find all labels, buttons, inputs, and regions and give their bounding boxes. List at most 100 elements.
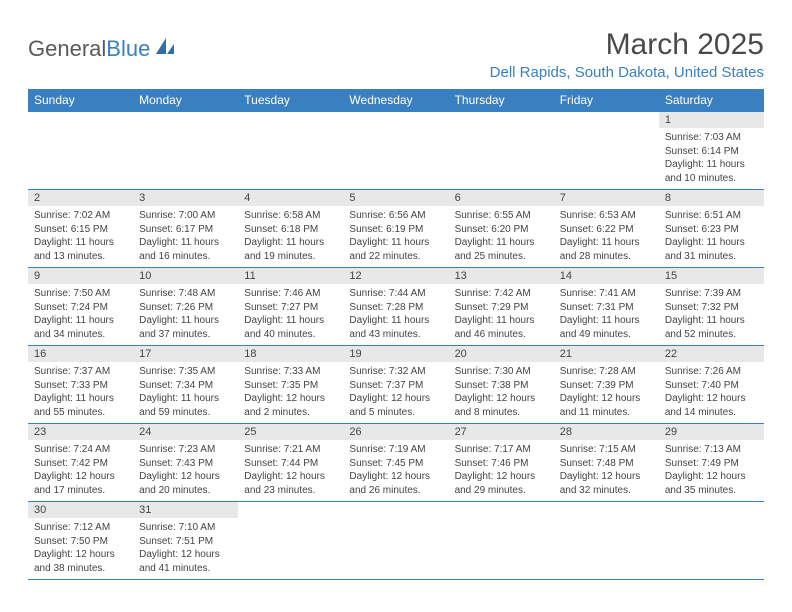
sunrise-text: Sunrise: 7:30 AM [455,365,548,379]
day-number: 18 [238,346,343,362]
day-number: 8 [659,190,764,206]
sunset-text: Sunset: 7:48 PM [560,457,653,471]
day-body: Sunrise: 6:53 AMSunset: 6:22 PMDaylight:… [554,206,659,267]
day-number: 6 [449,190,554,206]
day-number: 4 [238,190,343,206]
calendar-cell [133,112,238,190]
calendar-cell: 31Sunrise: 7:10 AMSunset: 7:51 PMDayligh… [133,502,238,580]
day-number: 14 [554,268,659,284]
sunset-text: Sunset: 6:22 PM [560,223,653,237]
sunset-text: Sunset: 7:51 PM [139,535,232,549]
day-number: 23 [28,424,133,440]
day-header: Friday [554,89,659,112]
day-number: 19 [343,346,448,362]
daylight-text: Daylight: 11 hours and 46 minutes. [455,314,548,341]
calendar-cell [659,502,764,580]
day-body [133,116,238,123]
day-body [554,506,659,513]
day-body: Sunrise: 7:41 AMSunset: 7:31 PMDaylight:… [554,284,659,345]
sunset-text: Sunset: 7:29 PM [455,301,548,315]
sunrise-text: Sunrise: 7:35 AM [139,365,232,379]
daylight-text: Daylight: 12 hours and 38 minutes. [34,548,127,575]
daylight-text: Daylight: 12 hours and 41 minutes. [139,548,232,575]
day-body: Sunrise: 7:32 AMSunset: 7:37 PMDaylight:… [343,362,448,423]
calendar-cell: 10Sunrise: 7:48 AMSunset: 7:26 PMDayligh… [133,268,238,346]
day-header-row: Sunday Monday Tuesday Wednesday Thursday… [28,89,764,112]
day-number: 7 [554,190,659,206]
calendar-cell: 8Sunrise: 6:51 AMSunset: 6:23 PMDaylight… [659,190,764,268]
day-body: Sunrise: 7:35 AMSunset: 7:34 PMDaylight:… [133,362,238,423]
calendar-cell [449,502,554,580]
calendar-cell [554,112,659,190]
sunset-text: Sunset: 7:42 PM [34,457,127,471]
calendar-page: GeneralBlue March 2025 Dell Rapids, Sout… [0,0,792,580]
day-number: 28 [554,424,659,440]
sunrise-text: Sunrise: 7:50 AM [34,287,127,301]
daylight-text: Daylight: 11 hours and 31 minutes. [665,236,758,263]
calendar-row: 23 Sunrise: 7:24 AMSunset: 7:42 PMDayligh… [28,424,764,502]
calendar-cell: 12Sunrise: 7:44 AMSunset: 7:28 PMDayligh… [343,268,448,346]
calendar-cell: 16Sunrise: 7:37 AMSunset: 7:33 PMDayligh… [28,346,133,424]
calendar-table: Sunday Monday Tuesday Wednesday Thursday… [28,89,764,580]
calendar-cell: 3Sunrise: 7:00 AMSunset: 6:17 PMDaylight… [133,190,238,268]
day-number: 30 [28,502,133,518]
daylight-text: Daylight: 11 hours and 22 minutes. [349,236,442,263]
day-body: Sunrise: 7:48 AMSunset: 7:26 PMDaylight:… [133,284,238,345]
day-number: 22 [659,346,764,362]
sunrise-text: Sunrise: 7:15 AM [560,443,653,457]
day-body: Sunrise: 7:12 AMSunset: 7:50 PMDaylight:… [28,518,133,579]
day-header: Tuesday [238,89,343,112]
calendar-cell: 13Sunrise: 7:42 AMSunset: 7:29 PMDayligh… [449,268,554,346]
calendar-cell: 29Sunrise: 7:13 AMSunset: 7:49 PMDayligh… [659,424,764,502]
daylight-text: Daylight: 11 hours and 10 minutes. [665,158,758,185]
sunrise-text: Sunrise: 7:24 AM [34,443,127,457]
page-header: GeneralBlue March 2025 Dell Rapids, Sout… [28,28,764,81]
sunrise-text: Sunrise: 7:48 AM [139,287,232,301]
day-body [28,116,133,123]
sunrise-text: Sunrise: 7:44 AM [349,287,442,301]
day-body: Sunrise: 7:10 AMSunset: 7:51 PMDaylight:… [133,518,238,579]
daylight-text: Daylight: 11 hours and 25 minutes. [455,236,548,263]
daylight-text: Daylight: 11 hours and 55 minutes. [34,392,127,419]
day-body [343,116,448,123]
day-number: 27 [449,424,554,440]
calendar-cell: 22Sunrise: 7:26 AMSunset: 7:40 PMDayligh… [659,346,764,424]
sunset-text: Sunset: 7:43 PM [139,457,232,471]
day-number: 25 [238,424,343,440]
month-title: March 2025 [490,28,764,62]
day-header: Saturday [659,89,764,112]
sunset-text: Sunset: 7:45 PM [349,457,442,471]
calendar-cell: 2Sunrise: 7:02 AMSunset: 6:15 PMDaylight… [28,190,133,268]
daylight-text: Daylight: 11 hours and 49 minutes. [560,314,653,341]
calendar-cell: 9Sunrise: 7:50 AMSunset: 7:24 PMDaylight… [28,268,133,346]
day-body: Sunrise: 6:51 AMSunset: 6:23 PMDaylight:… [659,206,764,267]
sunrise-text: Sunrise: 6:53 AM [560,209,653,223]
sunrise-text: Sunrise: 7:23 AM [139,443,232,457]
daylight-text: Daylight: 12 hours and 14 minutes. [665,392,758,419]
calendar-cell: 6Sunrise: 6:55 AMSunset: 6:20 PMDaylight… [449,190,554,268]
daylight-text: Daylight: 11 hours and 34 minutes. [34,314,127,341]
sunrise-text: Sunrise: 7:26 AM [665,365,758,379]
sunset-text: Sunset: 7:46 PM [455,457,548,471]
sunrise-text: Sunrise: 6:55 AM [455,209,548,223]
calendar-row: 30Sunrise: 7:12 AMSunset: 7:50 PMDayligh… [28,502,764,580]
sunset-text: Sunset: 7:44 PM [244,457,337,471]
day-number: 13 [449,268,554,284]
day-body: Sunrise: 7:50 AMSunset: 7:24 PMDaylight:… [28,284,133,345]
daylight-text: Daylight: 12 hours and 17 minutes. [34,470,127,497]
sunrise-text: Sunrise: 7:28 AM [560,365,653,379]
calendar-cell: 19Sunrise: 7:32 AMSunset: 7:37 PMDayligh… [343,346,448,424]
day-body: Sunrise: 7:28 AMSunset: 7:39 PMDaylight:… [554,362,659,423]
day-number: 29 [659,424,764,440]
sunrise-text: Sunrise: 7:46 AM [244,287,337,301]
calendar-cell: 18Sunrise: 7:33 AMSunset: 7:35 PMDayligh… [238,346,343,424]
calendar-cell: 14Sunrise: 7:41 AMSunset: 7:31 PMDayligh… [554,268,659,346]
daylight-text: Daylight: 11 hours and 13 minutes. [34,236,127,263]
daylight-text: Daylight: 11 hours and 28 minutes. [560,236,653,263]
logo-sail-icon [154,36,176,62]
sunrise-text: Sunrise: 6:58 AM [244,209,337,223]
sunrise-text: Sunrise: 7:03 AM [665,131,758,145]
sunrise-text: Sunrise: 7:37 AM [34,365,127,379]
sunrise-text: Sunrise: 7:02 AM [34,209,127,223]
calendar-cell: 11Sunrise: 7:46 AMSunset: 7:27 PMDayligh… [238,268,343,346]
